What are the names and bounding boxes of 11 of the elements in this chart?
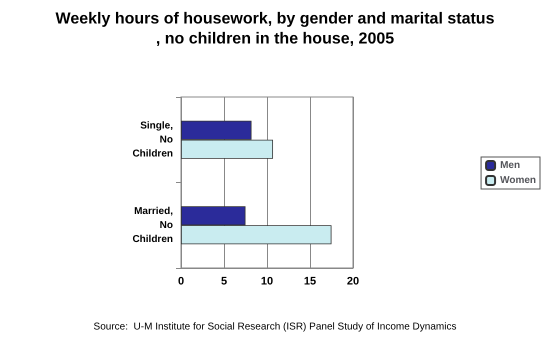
x-tick-label: 15 — [304, 276, 316, 288]
legend-label: Women — [500, 175, 536, 186]
y-tick-label: Married, No Children — [132, 206, 174, 245]
x-tick-label: 5 — [220, 276, 228, 288]
x-tick-label: 10 — [260, 276, 274, 288]
x-tick-label: 0 — [178, 276, 184, 288]
source-note: Source: U-M Institute for Social Research (ISR) Panel Study of Income Dynamics — [94, 322, 456, 332]
y-tick-label: Single, No Children — [132, 120, 174, 160]
legend-label: Men — [500, 160, 520, 171]
chart-title: Weekly hours of housework, by gender and marital status, no children in the house, 2005 — [56, 10, 495, 48]
x-tick-label: 20 — [346, 276, 360, 288]
